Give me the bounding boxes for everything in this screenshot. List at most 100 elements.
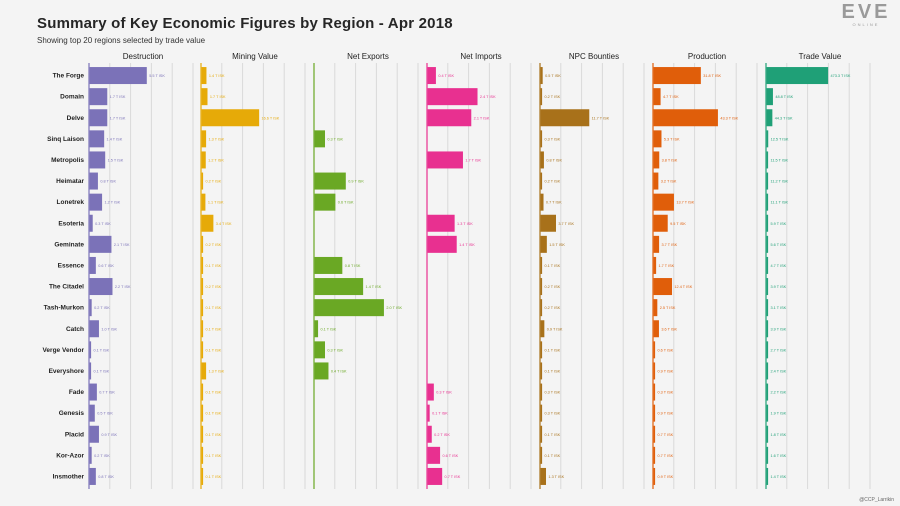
data-label: 0.1 T ISK	[94, 369, 110, 373]
bar	[766, 446, 769, 464]
bar	[427, 425, 432, 443]
bar	[201, 362, 207, 380]
chart-title: Summary of Key Economic Figures by Regio…	[37, 15, 453, 32]
bar	[201, 88, 208, 106]
data-label: 1.3 T ISK	[209, 369, 225, 373]
data-label: 0.2 T ISK	[206, 285, 222, 289]
panel-header: NPC Bounties	[569, 52, 619, 61]
bar	[89, 446, 92, 464]
bar	[314, 299, 384, 317]
bar	[314, 341, 325, 359]
data-label: 1.9 T ISK	[771, 412, 787, 416]
bar	[540, 235, 547, 253]
bar	[653, 383, 656, 401]
data-label: 0.1 T ISK	[206, 264, 222, 268]
bar	[653, 151, 660, 169]
data-label: 3.7 T ISK	[558, 222, 574, 226]
bar	[653, 235, 660, 253]
data-label: 0.7 T ISK	[658, 433, 674, 437]
region-label: Everyshore	[49, 368, 85, 375]
data-label: 0.1 T ISK	[545, 433, 561, 437]
data-label: 1.1 T ISK	[208, 201, 224, 205]
region-label: Catch	[66, 326, 84, 333]
data-label: 1.4 T ISK	[366, 285, 382, 289]
data-label: 0.2 T ISK	[206, 180, 222, 184]
data-label: 3.2 T ISK	[661, 180, 677, 184]
data-label: 1.7 T ISK	[659, 264, 675, 268]
bar	[653, 193, 674, 211]
bar	[201, 109, 260, 127]
region-label: Tash-Murkon	[44, 305, 84, 312]
region-label: Lonetrek	[57, 199, 85, 206]
bar	[653, 278, 673, 296]
bar	[766, 278, 769, 296]
bar	[653, 425, 656, 443]
bar	[89, 172, 98, 190]
data-label: 2.2 T ISK	[115, 285, 131, 289]
bar	[427, 67, 436, 85]
bar	[427, 383, 434, 401]
panel-header: Net Imports	[460, 52, 501, 61]
bar	[201, 235, 204, 253]
bar	[201, 193, 206, 211]
data-label: 2.4 T ISK	[480, 95, 496, 99]
data-label: 0.6 T ISK	[98, 264, 114, 268]
bar	[540, 109, 590, 127]
bar	[89, 235, 112, 253]
bar	[201, 341, 204, 359]
data-label: 1.7 T ISK	[110, 95, 126, 99]
logo-main-text: EVE	[841, 1, 891, 23]
data-label: 43.3 T ISK	[720, 116, 738, 120]
bar	[89, 383, 97, 401]
data-label: 0.4 T ISK	[331, 369, 347, 373]
panel-net-exports: Net Exports 0.3 T ISK 0.9 T ISK 0.6 T ISK 0.…	[313, 52, 419, 489]
credit-label: @CCP_Larrikin	[859, 497, 894, 503]
bar	[653, 467, 656, 485]
bar	[540, 425, 543, 443]
bar	[653, 67, 701, 85]
data-label: 11.7 T ISK	[592, 116, 610, 120]
data-label: 3.7 T ISK	[661, 243, 677, 247]
bar	[766, 88, 773, 106]
data-label: 3.9 T ISK	[771, 327, 787, 331]
data-label: 0.1 T ISK	[545, 369, 561, 373]
bar	[201, 278, 204, 296]
bar	[766, 467, 769, 485]
data-label: 0.7 T ISK	[99, 391, 115, 395]
data-label: 0.8 T ISK	[98, 475, 114, 479]
data-label: 0.3 T ISK	[545, 412, 561, 416]
data-label: 1.3 T ISK	[548, 475, 564, 479]
data-label: 1.5 T ISK	[108, 158, 124, 162]
region-label: Metropolis	[51, 157, 84, 164]
data-label: 13.7 T ISK	[676, 201, 694, 205]
data-label: 0.7 T ISK	[658, 454, 674, 458]
data-label: 0.2 T ISK	[94, 454, 110, 458]
bar	[540, 383, 543, 401]
panel-production: Production 31.8 T ISK 4.7 T ISK 43.3 T ISK 5…	[652, 52, 758, 489]
panel-npc-bounties: NPC Bounties 0.5 T ISK 0.2 T ISK 11.7 T ISK…	[539, 52, 645, 489]
panel-header: Net Exports	[347, 52, 389, 61]
data-label: 11.1 T ISK	[771, 201, 789, 205]
bar	[766, 341, 769, 359]
data-label: 1.4 T ISK	[459, 243, 475, 247]
bar	[89, 362, 92, 380]
bar	[653, 256, 657, 274]
data-label: 0.6 T ISK	[338, 201, 354, 205]
bar	[314, 130, 325, 148]
data-label: 0.1 T ISK	[206, 475, 222, 479]
data-label: 2.4 T ISK	[771, 369, 787, 373]
bar	[653, 130, 662, 148]
region-label: Sinq Laison	[47, 136, 84, 143]
data-label: 3.4 T ISK	[216, 222, 232, 226]
data-label: 0.9 T ISK	[101, 433, 117, 437]
data-label: 0.1 T ISK	[206, 433, 222, 437]
bar	[89, 214, 93, 232]
bar	[89, 256, 96, 274]
bar	[653, 404, 656, 422]
data-label: 1.5 T ISK	[549, 243, 565, 247]
bar	[201, 320, 204, 338]
data-label: 1.4 T ISK	[771, 475, 787, 479]
data-label: 2.2 T ISK	[771, 391, 787, 395]
data-label: 0.9 T ISK	[658, 412, 674, 416]
bar	[653, 214, 668, 232]
